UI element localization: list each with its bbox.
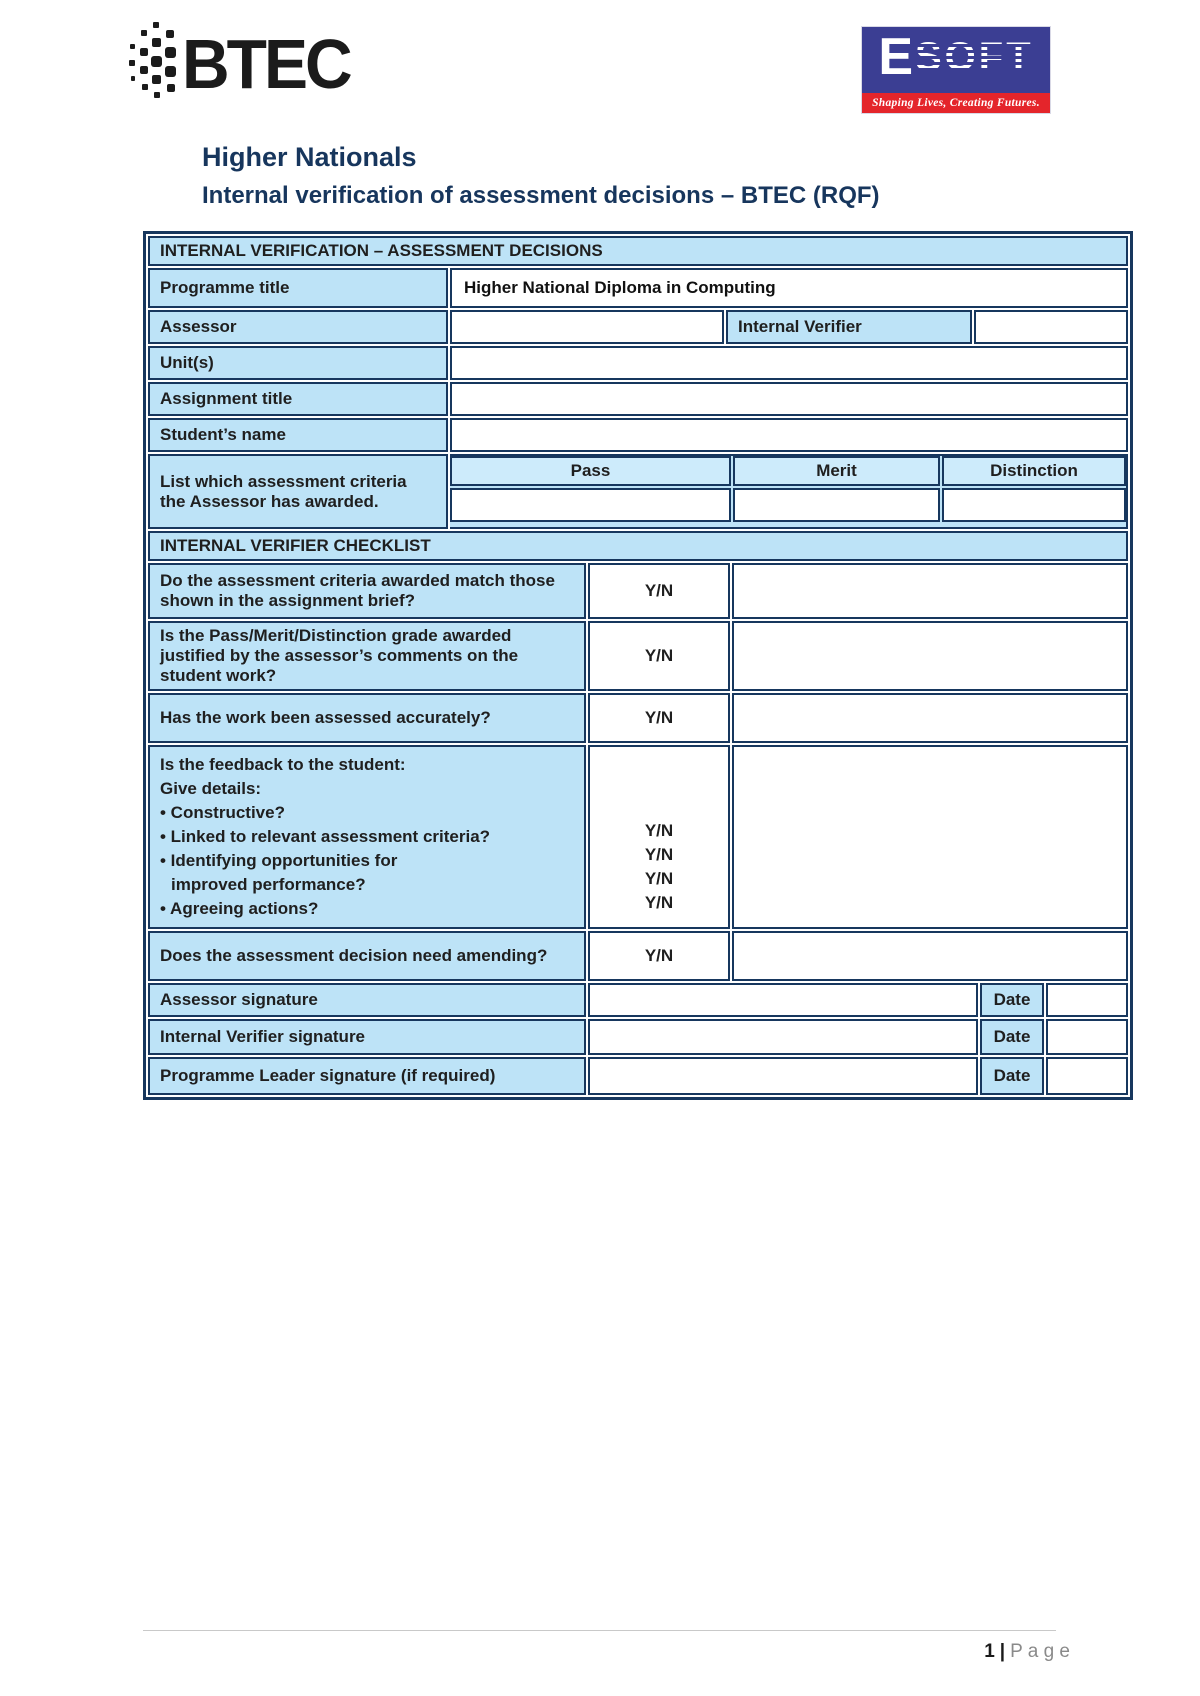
- checklist-question-1: Do the assessment criteria awarded match…: [148, 563, 586, 619]
- esoft-tagline: Shaping Lives, Creating Futures.: [862, 93, 1050, 113]
- verifier-date-label: Date: [980, 1019, 1044, 1055]
- checklist-answer-1[interactable]: Y/N: [588, 563, 730, 619]
- criteria-col-merit: Merit: [733, 456, 940, 486]
- esoft-logo: E SOFT Shaping Lives, Creating Futures.: [862, 27, 1050, 113]
- page-title: Higher Nationals: [202, 142, 417, 172]
- feedback-answer-4[interactable]: Y/N: [644, 893, 674, 912]
- assessor-date-label: Date: [980, 983, 1044, 1017]
- criteria-row: List which assessment criteria the Asses…: [148, 454, 1128, 529]
- assessor-label: Assessor: [148, 310, 448, 344]
- amending-question: Does the assessment decision need amendi…: [148, 931, 586, 981]
- footer-separator: |: [999, 1641, 1006, 1662]
- programme-title-value-field[interactable]: Higher National Diploma in Computing: [450, 268, 1128, 308]
- btec-logo: BTEC: [128, 18, 353, 110]
- feedback-answer-2[interactable]: Y/N: [644, 845, 674, 864]
- units-row: Unit(s): [148, 346, 1128, 380]
- assessor-value-field[interactable]: [450, 310, 724, 344]
- criteria-col-distinction: Distinction: [942, 456, 1126, 486]
- btec-dots-icon: [129, 22, 176, 98]
- criteria-pass-field[interactable]: [450, 488, 731, 522]
- assignment-title-value-field[interactable]: [450, 382, 1128, 416]
- checklist-question-3: Has the work been assessed accurately?: [148, 693, 586, 743]
- units-label: Unit(s): [148, 346, 448, 380]
- checklist-row-1: Do the assessment criteria awarded match…: [148, 563, 1128, 619]
- leader-signature-row: Programme Leader signature (if required)…: [148, 1057, 1128, 1095]
- feedback-question: Is the feedback to the student: Give det…: [148, 745, 586, 929]
- assessor-signature-label: Assessor signature: [148, 983, 586, 1017]
- criteria-col-pass: Pass: [450, 456, 731, 486]
- assessor-date-field[interactable]: [1046, 983, 1128, 1017]
- assignment-title-row: Assignment title: [148, 382, 1128, 416]
- programme-title-row: Programme title Higher National Diploma …: [148, 268, 1128, 308]
- leader-signature-field[interactable]: [588, 1057, 978, 1095]
- verifier-date-field[interactable]: [1046, 1019, 1128, 1055]
- feedback-answer-1[interactable]: Y/N: [644, 821, 674, 840]
- checklist-answer-3[interactable]: Y/N: [588, 693, 730, 743]
- checklist-comment-2[interactable]: [732, 621, 1128, 691]
- feedback-comment[interactable]: [732, 745, 1128, 929]
- esoft-letter-e: E: [878, 28, 913, 86]
- verifier-signature-label: Internal Verifier signature: [148, 1019, 586, 1055]
- section-header-row: INTERNAL VERIFICATION – ASSESSMENT DECIS…: [148, 236, 1128, 266]
- amending-comment[interactable]: [732, 931, 1128, 981]
- assessor-signature-row: Assessor signature Date: [148, 983, 1128, 1017]
- internal-verifier-label: Internal Verifier: [726, 310, 972, 344]
- checklist-comment-1[interactable]: [732, 563, 1128, 619]
- page-subtitle: Internal verification of assessment deci…: [202, 182, 880, 209]
- internal-verifier-value-field[interactable]: [974, 310, 1128, 344]
- student-name-row: Student’s name: [148, 418, 1128, 452]
- checklist-question-2: Is the Pass/Merit/Distinction grade awar…: [148, 621, 586, 691]
- verification-form: INTERNAL VERIFICATION – ASSESSMENT DECIS…: [143, 231, 1133, 1100]
- criteria-merit-field[interactable]: [733, 488, 940, 522]
- checklist-header: INTERNAL VERIFIER CHECKLIST: [148, 531, 1128, 561]
- units-value-field[interactable]: [450, 346, 1128, 380]
- verifier-signature-field[interactable]: [588, 1019, 978, 1055]
- checklist-row-3: Has the work been assessed accurately? Y…: [148, 693, 1128, 743]
- checklist-answer-2[interactable]: Y/N: [588, 621, 730, 691]
- programme-title-label: Programme title: [148, 268, 448, 308]
- page-footer: 1 | P a g e: [143, 1641, 1070, 1663]
- feedback-row: Is the feedback to the student: Give det…: [148, 745, 1128, 929]
- student-name-value-field[interactable]: [450, 418, 1128, 452]
- esoft-letters-soft: SOFT: [915, 35, 1034, 80]
- criteria-label: List which assessment criteria the Asses…: [148, 454, 448, 529]
- footer-page-number: 1: [984, 1641, 995, 1662]
- leader-signature-label: Programme Leader signature (if required): [148, 1057, 586, 1095]
- amending-answer[interactable]: Y/N: [588, 931, 730, 981]
- criteria-grid: Pass Merit Distinction: [450, 454, 1128, 529]
- feedback-answer-3[interactable]: Y/N: [644, 869, 674, 888]
- assignment-title-label: Assignment title: [148, 382, 448, 416]
- assessor-row: Assessor Internal Verifier: [148, 310, 1128, 344]
- btec-logo-text: BTEC: [182, 25, 353, 103]
- criteria-values-row: [450, 488, 1126, 522]
- assessor-signature-field[interactable]: [588, 983, 978, 1017]
- leader-date-field[interactable]: [1046, 1057, 1128, 1095]
- footer-page-word: P a g e: [1010, 1641, 1070, 1662]
- esoft-wordmark: E SOFT: [862, 27, 1050, 86]
- checklist-row-2: Is the Pass/Merit/Distinction grade awar…: [148, 621, 1128, 691]
- student-name-label: Student’s name: [148, 418, 448, 452]
- footer-divider-line: [143, 1630, 1056, 1631]
- leader-date-label: Date: [980, 1057, 1044, 1095]
- checklist-comment-3[interactable]: [732, 693, 1128, 743]
- feedback-answers[interactable]: Y/N Y/N Y/N Y/N: [588, 745, 730, 929]
- criteria-distinction-field[interactable]: [942, 488, 1126, 522]
- checklist-header-row: INTERNAL VERIFIER CHECKLIST: [148, 531, 1128, 561]
- section-header: INTERNAL VERIFICATION – ASSESSMENT DECIS…: [148, 236, 1128, 266]
- criteria-header-row: Pass Merit Distinction: [450, 456, 1126, 486]
- verifier-signature-row: Internal Verifier signature Date: [148, 1019, 1128, 1055]
- amending-row: Does the assessment decision need amendi…: [148, 931, 1128, 981]
